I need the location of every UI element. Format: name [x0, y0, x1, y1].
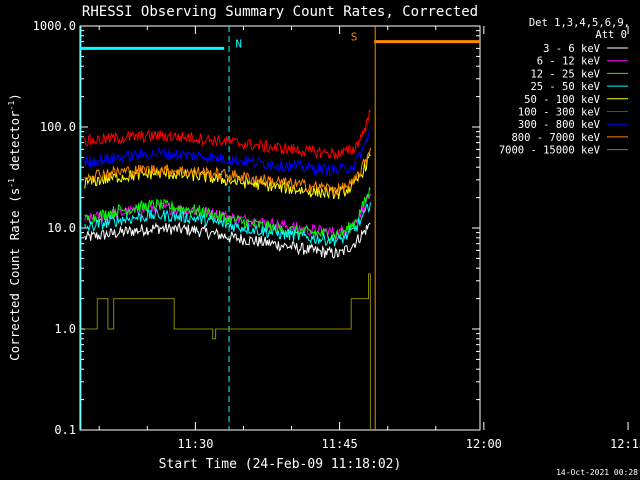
series-line-800-7000-keV [84, 147, 371, 196]
y-tick-label: 0.1 [54, 423, 76, 437]
series-line-100-300-keV [84, 109, 371, 160]
legend-entry-label: 3 - 6 keV [543, 43, 601, 55]
legend-entry-label: 800 - 7000 keV [511, 132, 600, 144]
flag-label-S: S [351, 31, 358, 44]
legend-entry-label: 100 - 300 keV [518, 107, 601, 119]
legend-entry-label: 6 - 12 keV [537, 56, 601, 68]
flag-label-N: N [235, 37, 242, 50]
legend-entry-label: 12 - 25 keV [530, 68, 600, 80]
y-tick-label: 1000.0 [33, 19, 76, 33]
y-tick-label: 100.0 [40, 120, 76, 134]
plot-layer: 0.1 1.0 10.0 100.0 1000.0 11:30 11:45 12:00 12:1… [33, 19, 640, 451]
legend-entry-label: 300 - 800 keV [518, 119, 601, 131]
series-line-25-50-keV [84, 202, 371, 247]
chart-title: RHESSI Observing Summary Count Rates, Co… [82, 4, 478, 20]
x-axis-label: Start Time (24-Feb-09 11:18:02) [159, 457, 402, 472]
series-line-100-300-keV [623, 111, 640, 147]
series-line-7000-15000-keV [84, 273, 371, 430]
series-line-300-800-keV [84, 128, 371, 177]
y-tick-label: 10.0 [47, 221, 76, 235]
series-line-12-25-keV [84, 186, 371, 242]
x-tick-label: 11:30 [177, 437, 213, 451]
legend-entry-label: 7000 - 15000 keV [499, 145, 601, 157]
data-group: NS [80, 26, 640, 430]
x-tick-label: 12:15 [610, 437, 640, 451]
x-tick-label: 11:45 [322, 437, 358, 451]
x-tick-label: 12:00 [466, 437, 502, 451]
series-line-800-7000-keV [623, 136, 640, 179]
legend-entry-label: 50 - 100 keV [524, 94, 601, 106]
y-axis-label: Corrected Count Rate (s-1 detector-1) [7, 93, 22, 361]
series-line-7000-15000-keV [623, 299, 640, 329]
series-line-12-25-keV [623, 210, 640, 253]
series-line-25-50-keV [623, 185, 640, 234]
series-line-3-6-keV [623, 208, 640, 253]
legend-entry-label: 25 - 50 keV [530, 81, 600, 93]
detectors-label: Det 1,3,4,5,6,9, [529, 17, 630, 29]
footer-date: 14-Oct-2021 00:28 [556, 468, 638, 477]
series-line-3-6-keV [84, 221, 371, 259]
attenuator-label: Att 0 [595, 29, 627, 41]
series-line-6-12-keV [623, 174, 640, 221]
series-line-300-800-keV [623, 126, 640, 160]
y-tick-label: 1.0 [54, 322, 76, 336]
